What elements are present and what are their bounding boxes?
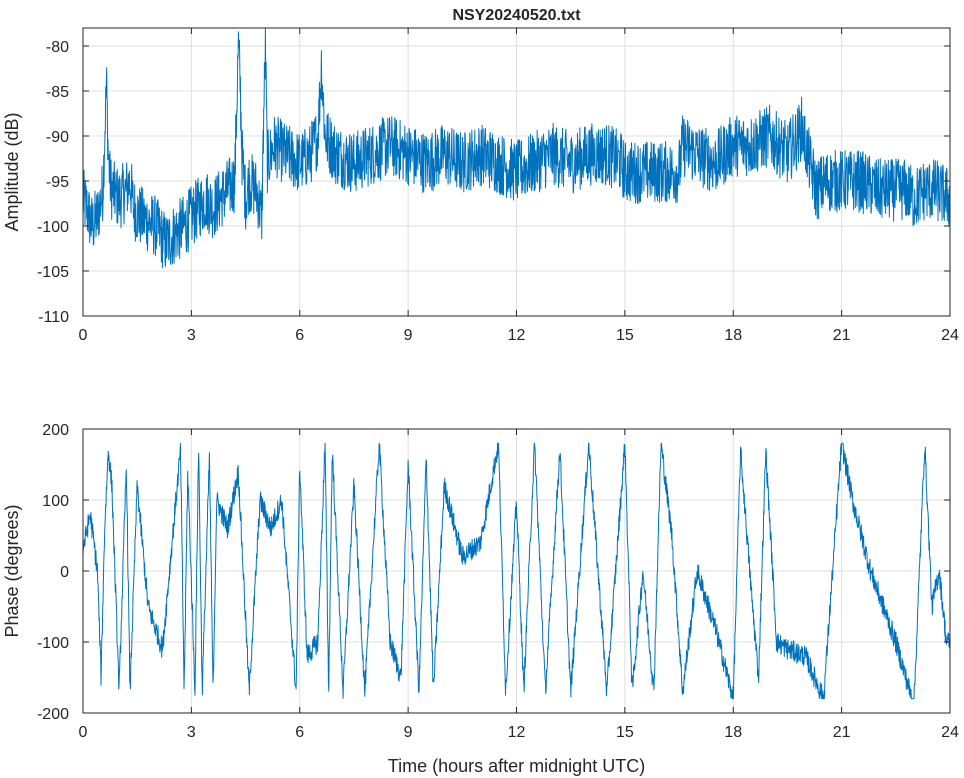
y-tick-label: -105	[37, 264, 69, 281]
x-tick-label: 21	[833, 327, 851, 344]
amplitude-panel: 0 3 6 9 12 15 18 21 24 -110 -105 -100 -95 -90 -85 -80 Am…	[2, 27, 959, 344]
x-tick-label: 15	[616, 724, 634, 741]
x-tick-label: 6	[295, 724, 304, 741]
x-tick-label: 18	[724, 327, 742, 344]
y-tick-label: -80	[46, 39, 69, 56]
x-tick-label: 18	[724, 724, 742, 741]
y-tick-label: -90	[46, 129, 69, 146]
x-tick-label: 15	[616, 327, 634, 344]
x-tick-label: 12	[508, 327, 526, 344]
x-tick-label: 24	[941, 327, 959, 344]
y-tick-label: 0	[60, 564, 69, 581]
chart-title: NSY20240520.txt	[452, 7, 581, 24]
x-tick-label: 6	[295, 327, 304, 344]
y-tick-label: -95	[46, 174, 69, 191]
y-tick-label: -100	[37, 635, 69, 652]
x-tick-label: 24	[941, 724, 959, 741]
x-tick-label: 0	[79, 327, 88, 344]
y-tick-label: -85	[46, 84, 69, 101]
x-tick-label: 0	[79, 724, 88, 741]
y-tick-label: -100	[37, 219, 69, 236]
phase-y-axis-label: Phase (degrees)	[2, 504, 22, 637]
y-tick-label: 200	[42, 422, 69, 439]
phase-series-line	[83, 442, 950, 700]
x-tick-label: 9	[404, 724, 413, 741]
x-tick-label: 3	[187, 327, 196, 344]
x-tick-label: 3	[187, 724, 196, 741]
y-tick-label: 100	[42, 493, 69, 510]
x-tick-label: 9	[404, 327, 413, 344]
amplitude-y-axis-label: Amplitude (dB)	[2, 112, 22, 231]
x-tick-label: 12	[508, 724, 526, 741]
x-tick-label: 21	[833, 724, 851, 741]
phase-panel: 0 3 6 9 12 15 18 21 24 -200 -100 0 100 200 Phase (degr…	[2, 422, 959, 741]
amplitude-series-line	[83, 28, 950, 269]
x-axis-label: Time (hours after midnight UTC)	[388, 756, 645, 776]
y-tick-label: -200	[37, 706, 69, 723]
y-tick-label: -110	[38, 309, 69, 326]
